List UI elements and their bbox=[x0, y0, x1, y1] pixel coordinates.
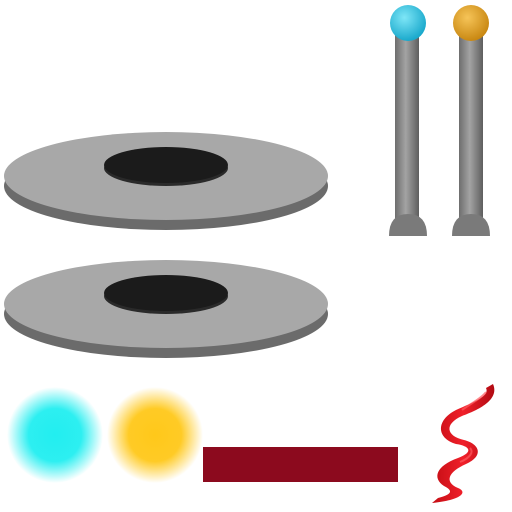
bar-icon bbox=[203, 447, 398, 482]
glow-orb-icon bbox=[107, 387, 203, 483]
disk-icon bbox=[4, 132, 328, 230]
disk-icon bbox=[4, 260, 328, 358]
pin-icon bbox=[452, 5, 490, 236]
glow-orb-icon bbox=[7, 387, 103, 483]
pin-icon bbox=[389, 5, 427, 236]
ribbon-spiral-icon bbox=[432, 384, 495, 503]
